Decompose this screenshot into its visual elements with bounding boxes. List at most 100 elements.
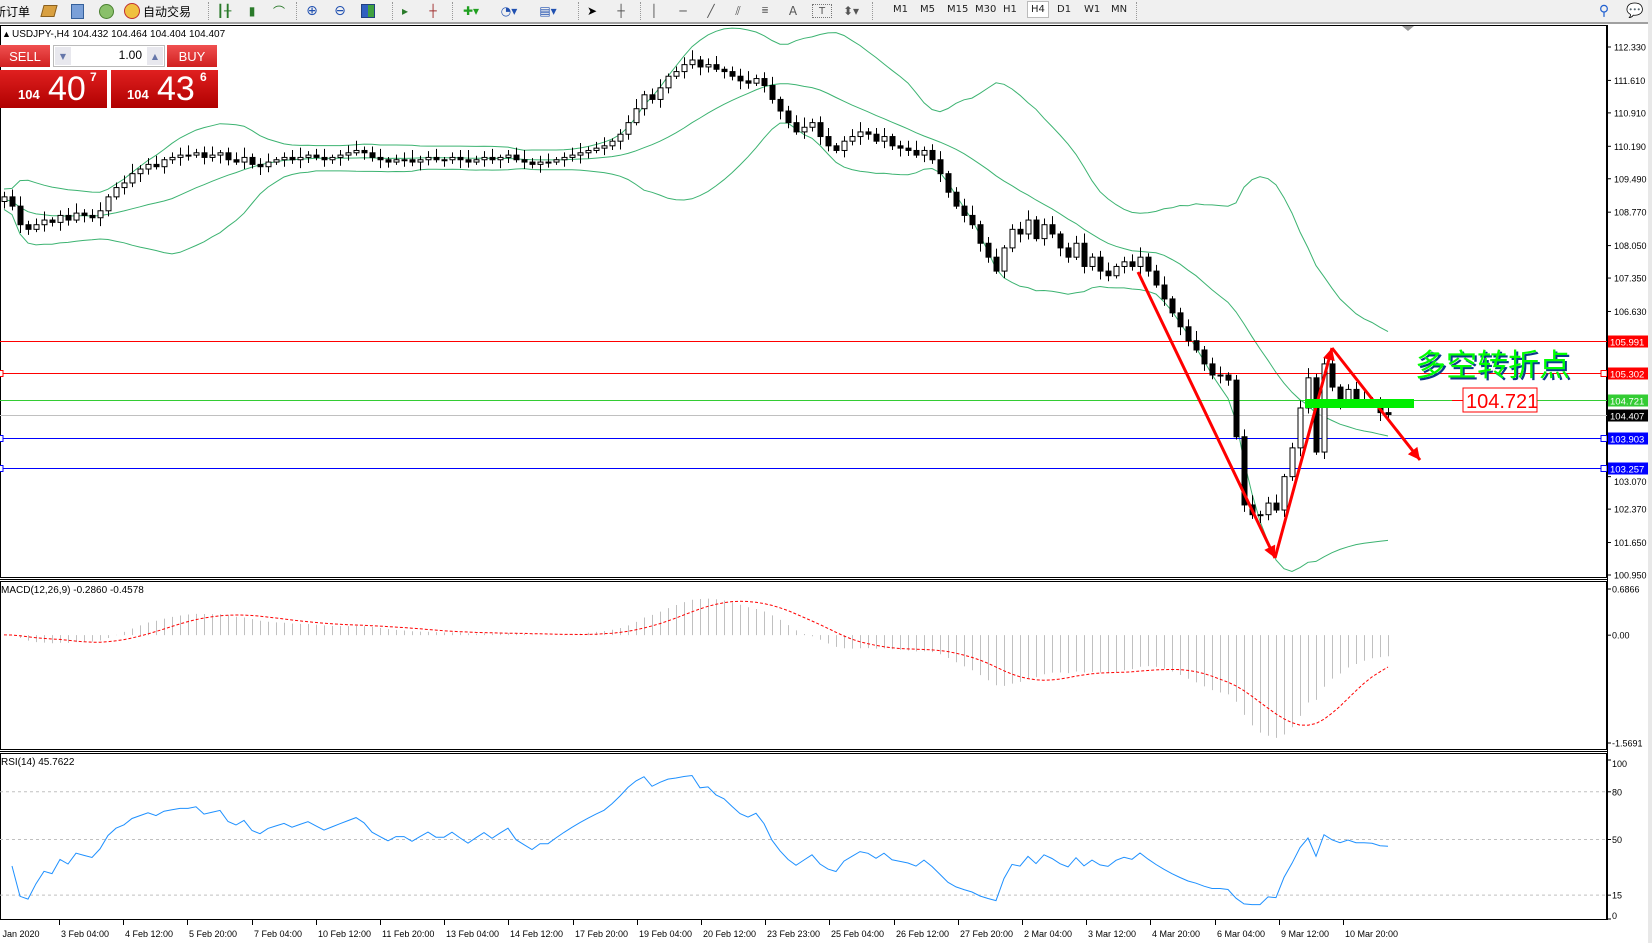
buy-button[interactable]: BUY [167, 45, 217, 67]
chart-shift-marker[interactable] [1402, 26, 1414, 31]
price-label: 103.257 [1610, 465, 1644, 476]
candles [1, 50, 1392, 524]
sell-price-button[interactable]: 104 40 7 [0, 70, 107, 108]
macd-panel: MACD(12,26,9) -0.2860 -0.4578 [0, 579, 1607, 750]
lot-decrease-button[interactable]: ▼ [55, 47, 71, 65]
crosshair-icon[interactable]: ┼ [617, 4, 625, 18]
bullish-candle [1089, 256, 1096, 267]
search-icon[interactable]: ⚲ [1598, 3, 1610, 19]
price-tick-label: 108.770 [1614, 208, 1647, 218]
macd-signal-line [3, 600, 1389, 726]
bearish-candle [1185, 326, 1192, 342]
timeframe-w1[interactable]: W1 [1084, 4, 1101, 15]
timeframe-mn[interactable]: MN [1111, 4, 1128, 15]
price-tick-label: 102.370 [1614, 505, 1647, 515]
timeframe-h4[interactable]: H4 [1027, 1, 1049, 18]
bullish-candle [657, 87, 664, 100]
macd-tick-label: 0.6866 [1612, 585, 1640, 595]
price-label-box [1608, 335, 1648, 348]
templates-icon[interactable]: ▤▾ [539, 4, 557, 18]
text-label-icon[interactable]: T [812, 4, 832, 18]
price-annotation: 104.721 [1466, 391, 1538, 413]
bullish-candle [601, 145, 608, 149]
bearish-candle [1273, 502, 1280, 511]
new-order-button[interactable]: 新订单 [0, 2, 34, 20]
lot-size-input[interactable]: 1.00 [118, 48, 142, 62]
timeframe-m1[interactable]: M1 [893, 4, 908, 15]
trendline-icon[interactable]: ╱ [707, 4, 715, 18]
bearish-candle [249, 156, 256, 165]
bullish-candle [209, 154, 216, 158]
indicators-icon[interactable]: ✚▾ [462, 4, 480, 18]
arrows-icon[interactable]: ⬍▾ [842, 4, 860, 18]
rsi-tick-label: 15 [1612, 891, 1622, 901]
lot-size-stepper[interactable]: ▼ 1.00 ▲ [53, 45, 165, 67]
bullish-candle [481, 156, 488, 161]
bearish-candle [457, 156, 464, 161]
bullish-candle [137, 168, 144, 175]
equidistant-channel-icon[interactable]: ⫽ [735, 3, 741, 18]
fibonacci-icon[interactable]: ≣ [761, 6, 769, 16]
cursor-icon[interactable]: ➤ [586, 4, 598, 18]
time-label: 13 Feb 04:00 [446, 929, 499, 939]
price-label-box [1608, 367, 1648, 380]
signals-icon[interactable] [97, 2, 115, 20]
time-label: 4 Feb 12:00 [125, 929, 173, 939]
bearish-candle [1193, 340, 1200, 351]
price-label: 103.903 [1610, 435, 1644, 446]
bullish-candle [113, 187, 120, 198]
timeframe-m30[interactable]: M30 [975, 4, 997, 15]
time-label: 25 Feb 04:00 [831, 929, 884, 939]
bearish-candle [737, 75, 744, 82]
bearish-candle [897, 145, 904, 149]
auto-trading-button[interactable]: 自动交易 [124, 2, 200, 20]
bearish-candle [1145, 256, 1152, 272]
timeframe-d1[interactable]: D1 [1057, 4, 1072, 15]
candlestick-icon[interactable]: ▮ [248, 4, 256, 18]
bullish-candle [497, 156, 504, 161]
annotation-text[interactable]: 多空转折点 [1415, 348, 1570, 383]
vertical-line-icon[interactable]: │ [650, 4, 658, 18]
timeframe-m5[interactable]: M5 [920, 4, 935, 15]
bullish-candle [1025, 219, 1032, 235]
timeframe-m15[interactable]: M15 [947, 4, 969, 15]
zoom-in-icon[interactable]: ⊕ [306, 3, 318, 19]
buy-price-button[interactable]: 104 43 6 [111, 70, 218, 108]
tile-windows-icon[interactable] [359, 2, 377, 20]
periods-icon[interactable]: ◔▾ [500, 4, 518, 18]
header-arrow-icon[interactable]: ▲ [2, 29, 11, 39]
time-label: 2 Mar 04:00 [1024, 929, 1072, 939]
price-panel[interactable]: 多空转折点 104.721 ▲ USDJPY-,H4 104.432 104.46… [0, 25, 1608, 578]
bar-chart-icon[interactable]: ┃╂ [216, 4, 232, 18]
bearish-candle [1081, 242, 1088, 267]
bullish-candle [921, 149, 928, 156]
bullish-candle [177, 154, 184, 158]
sell-button[interactable]: SELL [0, 45, 50, 67]
lot-increase-button[interactable]: ▲ [147, 47, 163, 65]
bearish-candle [761, 78, 768, 87]
horizontal-line-icon[interactable]: ─ [679, 4, 687, 18]
up-trend-arrow[interactable] [1273, 347, 1334, 559]
bullish-candle [561, 156, 568, 161]
bearish-candle [1177, 312, 1184, 328]
bullish-candle [1121, 261, 1128, 267]
down-trend-arrow[interactable] [1136, 271, 1277, 559]
chart-shift-icon[interactable]: ┼ [429, 4, 437, 18]
auto-scroll-icon[interactable]: ▸ [401, 4, 409, 18]
zoom-out-icon[interactable]: ⊖ [334, 3, 346, 19]
bearish-candle [817, 122, 824, 138]
bullish-candle [641, 94, 648, 110]
bullish-candle [665, 75, 672, 89]
chat-icon[interactable]: 💬 [1626, 3, 1644, 19]
bearish-candle [1209, 363, 1216, 376]
timeframe-h1[interactable]: H1 [1003, 4, 1017, 15]
sell-price-prefix: 104 [18, 87, 40, 102]
bearish-candle [9, 196, 16, 207]
text-icon[interactable]: A [788, 4, 798, 18]
bullish-candle [393, 159, 400, 163]
bullish-candle [753, 78, 760, 84]
line-chart-icon[interactable]: ⌒ [272, 4, 285, 19]
support-zone-marker[interactable] [1305, 399, 1414, 408]
market-watch-icon[interactable] [68, 2, 86, 20]
